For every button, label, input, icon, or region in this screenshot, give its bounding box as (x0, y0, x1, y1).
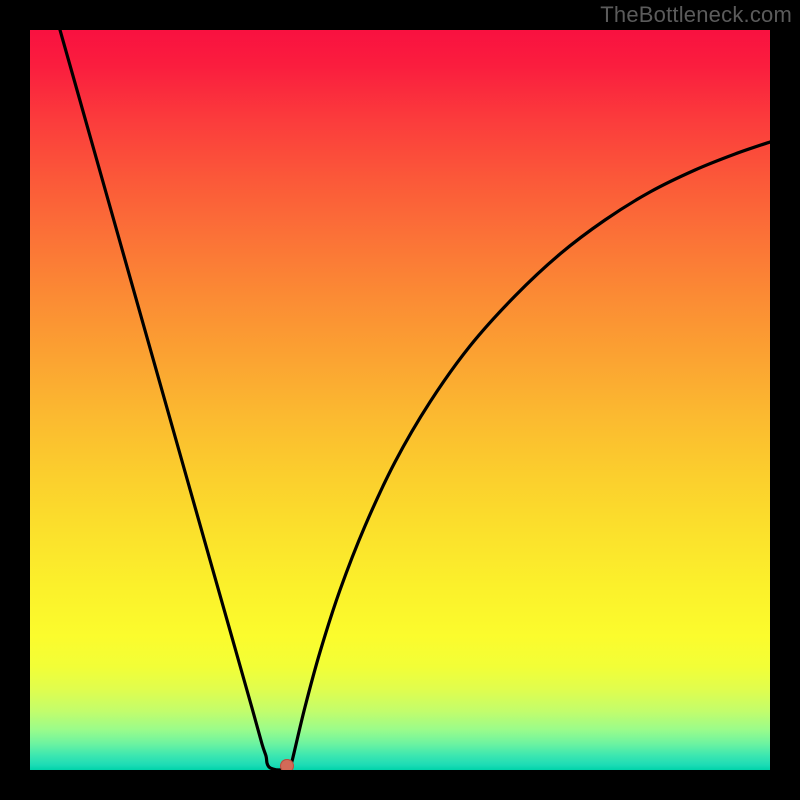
minimum-marker (280, 759, 294, 770)
chart-frame: TheBottleneck.com (0, 0, 800, 800)
watermark-text: TheBottleneck.com (600, 2, 792, 28)
bottleneck-curve (30, 30, 770, 770)
plot-area (30, 30, 770, 770)
